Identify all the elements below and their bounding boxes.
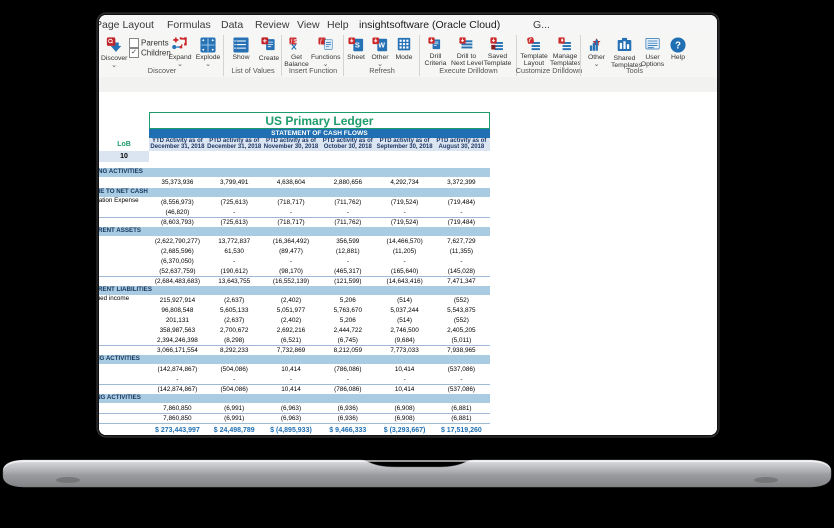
svg-text:?: ? xyxy=(675,41,681,52)
svg-text:W: W xyxy=(378,42,385,50)
svg-text:S: S xyxy=(355,41,360,50)
